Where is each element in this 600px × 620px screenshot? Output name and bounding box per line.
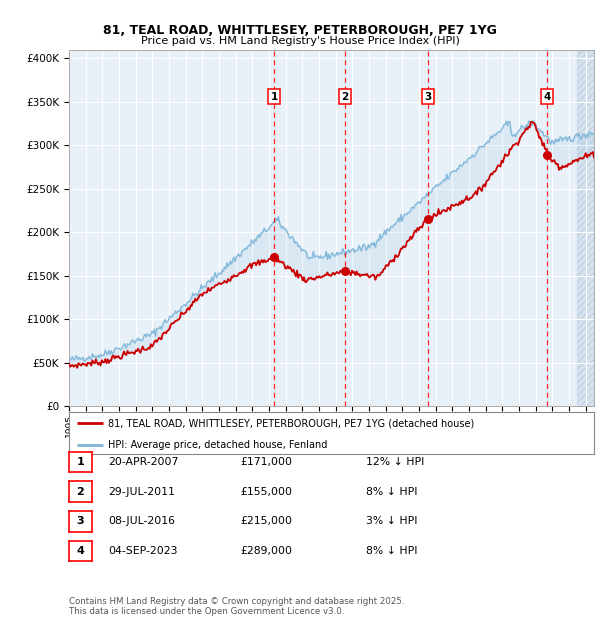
Text: 2: 2 [77,487,84,497]
Text: HPI: Average price, detached house, Fenland: HPI: Average price, detached house, Fenl… [109,440,328,450]
Text: Contains HM Land Registry data © Crown copyright and database right 2025.: Contains HM Land Registry data © Crown c… [69,597,404,606]
Text: 3: 3 [77,516,84,526]
Text: 1: 1 [271,92,278,102]
Text: 04-SEP-2023: 04-SEP-2023 [108,546,178,556]
Bar [577,50,600,406]
Text: 81, TEAL ROAD, WHITTLESEY, PETERBOROUGH, PE7 1YG: 81, TEAL ROAD, WHITTLESEY, PETERBOROUGH,… [103,24,497,37]
Text: 1: 1 [77,457,84,467]
Text: This data is licensed under the Open Government Licence v3.0.: This data is licensed under the Open Gov… [69,606,344,616]
Text: 8% ↓ HPI: 8% ↓ HPI [366,546,418,556]
Bar [577,50,600,406]
Text: £171,000: £171,000 [240,457,292,467]
Text: 08-JUL-2016: 08-JUL-2016 [108,516,175,526]
Text: 3% ↓ HPI: 3% ↓ HPI [366,516,418,526]
Text: 4: 4 [543,92,551,102]
Text: 20-APR-2007: 20-APR-2007 [108,457,178,467]
Text: 4: 4 [76,546,85,556]
Text: 29-JUL-2011: 29-JUL-2011 [108,487,175,497]
Text: £289,000: £289,000 [240,546,292,556]
Text: 3: 3 [424,92,431,102]
Text: 12% ↓ HPI: 12% ↓ HPI [366,457,424,467]
Text: Price paid vs. HM Land Registry's House Price Index (HPI): Price paid vs. HM Land Registry's House … [140,36,460,46]
Text: £155,000: £155,000 [240,487,292,497]
Text: £215,000: £215,000 [240,516,292,526]
Text: 81, TEAL ROAD, WHITTLESEY, PETERBOROUGH, PE7 1YG (detached house): 81, TEAL ROAD, WHITTLESEY, PETERBOROUGH,… [109,418,475,428]
Text: 8% ↓ HPI: 8% ↓ HPI [366,487,418,497]
Text: 2: 2 [341,92,349,102]
